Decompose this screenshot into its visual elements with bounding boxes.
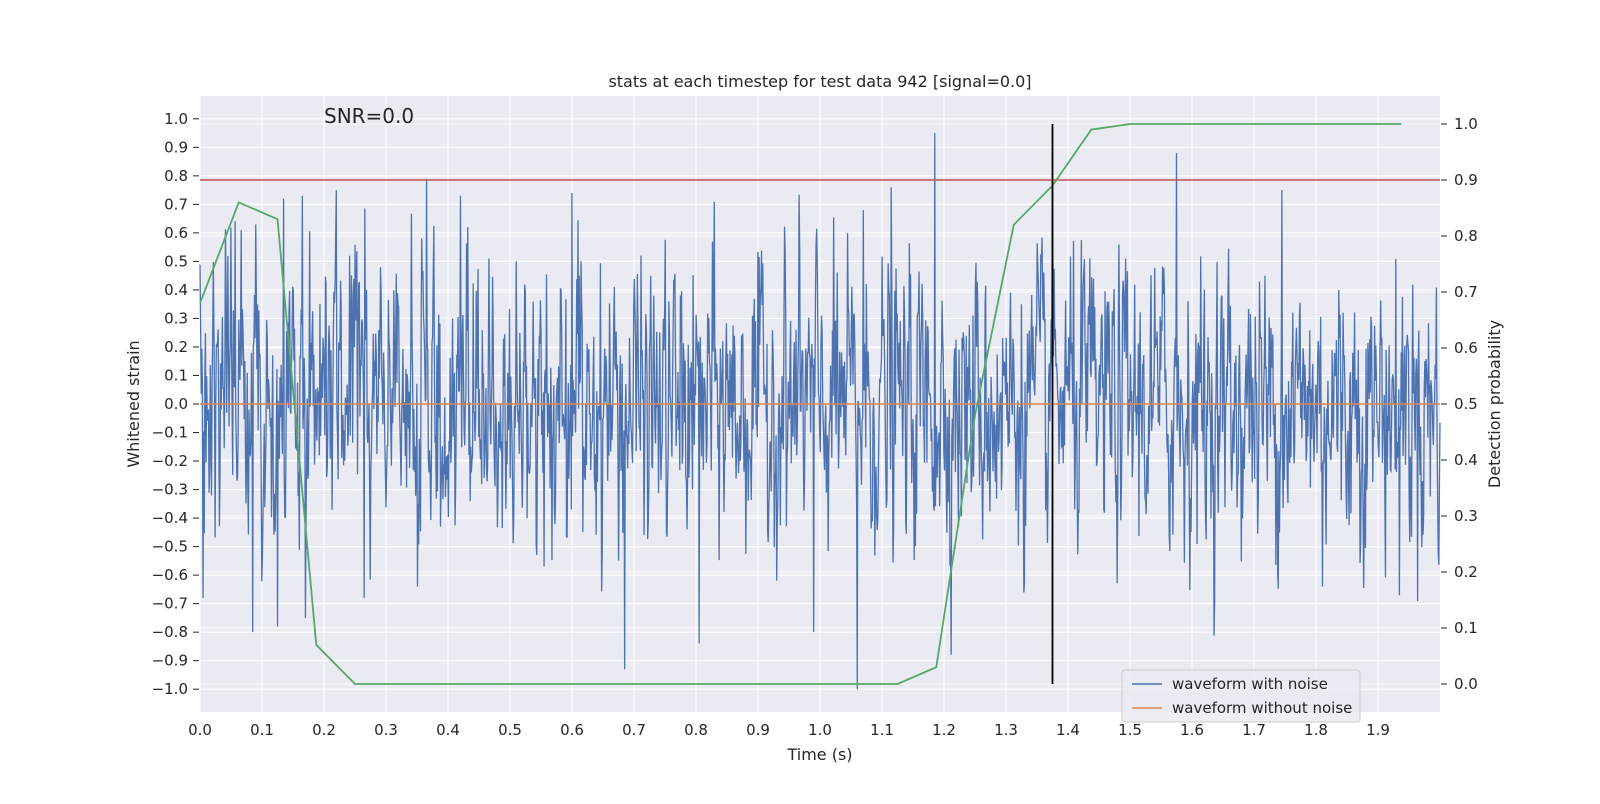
x-axis-label: Time (s) [786,745,852,764]
x-tick-label: 0.1 [250,721,274,739]
y-tick-label: 0.7 [164,195,188,213]
x-tick-label: 0.3 [374,721,398,739]
y-tick-label: 0.3 [164,309,188,327]
legend-box [1121,669,1361,723]
x-tick-label: 1.7 [1242,721,1266,739]
x-tick-label: 1.2 [932,721,956,739]
x-tick-label: 1.1 [870,721,894,739]
snr-annotation: SNR=0.0 [324,104,414,128]
y2-tick-label: 0.1 [1454,619,1478,637]
detection-probability-line [199,123,1402,685]
x-tick-label: 0.8 [684,721,708,739]
legend-label-clean: waveform without noise [1172,699,1352,717]
y-tick-label: −1.0 [152,680,188,698]
y2-tick-label: 0.8 [1454,227,1478,245]
x-tick-label: 1.5 [1118,721,1142,739]
y2-tick-labels: 1.0 0.9 0.8 0.7 0.6 0.5 0.4 0.3 0.2 0.1 0.0 [1441,115,1478,693]
y2-tick-label: 0.5 [1454,395,1478,413]
x-tick-labels: 0.0 0.1 0.2 0.3 0.4 0.5 0.6 0.7 0.8 0.9 1.0 1.1 1.2 1… [188,721,1390,739]
y2-tick-label: 1.0 [1454,115,1478,133]
legend-label-noisy: waveform with noise [1172,675,1328,693]
detection-probability-layer [199,123,1402,685]
y2-tick-label: 0.3 [1454,507,1478,525]
y2-tick-label: 0.6 [1454,339,1478,357]
y-tick-label: −0.2 [152,452,188,470]
y-tick-label: 1.0 [164,110,188,128]
y-tick-label: −0.7 [152,595,188,613]
y-tick-label: 0.8 [164,167,188,185]
y-tick-label: 0.0 [164,395,188,413]
y-tick-label: −0.1 [152,424,188,442]
legend: waveform with noise waveform without noi… [1121,669,1361,723]
y-tick-label: 0.2 [164,338,188,356]
y-tick-label: −0.8 [152,623,188,641]
y-tick-label: −0.4 [152,509,188,527]
y-axis-label: Whitened strain [124,340,143,467]
x-tick-label: 1.3 [994,721,1018,739]
x-tick-label: 1.4 [1056,721,1080,739]
y-tick-label: 0.5 [164,252,188,270]
x-tick-label: 0.7 [622,721,646,739]
y2-axis-label: Detection probability [1485,320,1504,488]
y-tick-label: −0.9 [152,652,188,670]
x-tick-label: 0.0 [188,721,212,739]
y-tick-label: 0.9 [164,138,188,156]
chart-title: stats at each timestep for test data 942… [608,72,1031,91]
y2-tick-label: 0.4 [1454,451,1478,469]
x-tick-label: 0.6 [560,721,584,739]
x-tick-label: 0.9 [746,721,770,739]
x-tick-label: 1.8 [1304,721,1328,739]
x-tick-label: 0.2 [312,721,336,739]
waveform-with-noise-layer [199,133,1441,690]
y-tick-label: −0.5 [152,538,188,556]
y2-tick-label: 0.9 [1454,171,1478,189]
x-tick-label: 1.9 [1366,721,1390,739]
x-tick-label: 0.5 [498,721,522,739]
y-tick-labels: 1.0 0.9 0.8 0.7 0.6 0.5 0.4 0.3 0.2 0.1 0.0 −0.1 −0.… [152,110,199,698]
y-tick-label: −0.6 [152,566,188,584]
y-tick-label: −0.3 [152,481,188,499]
y2-tick-label: 0.2 [1454,563,1478,581]
x-tick-label: 1.0 [808,721,832,739]
y-tick-label: 0.1 [164,366,188,384]
x-tick-label: 0.4 [436,721,460,739]
y2-tick-label: 0.0 [1454,675,1478,693]
y-tick-label: 0.4 [164,281,188,299]
waveform-with-noise-line [199,133,1441,690]
x-tick-label: 1.6 [1180,721,1204,739]
y2-tick-label: 0.7 [1454,283,1478,301]
y-tick-label: 0.6 [164,224,188,242]
